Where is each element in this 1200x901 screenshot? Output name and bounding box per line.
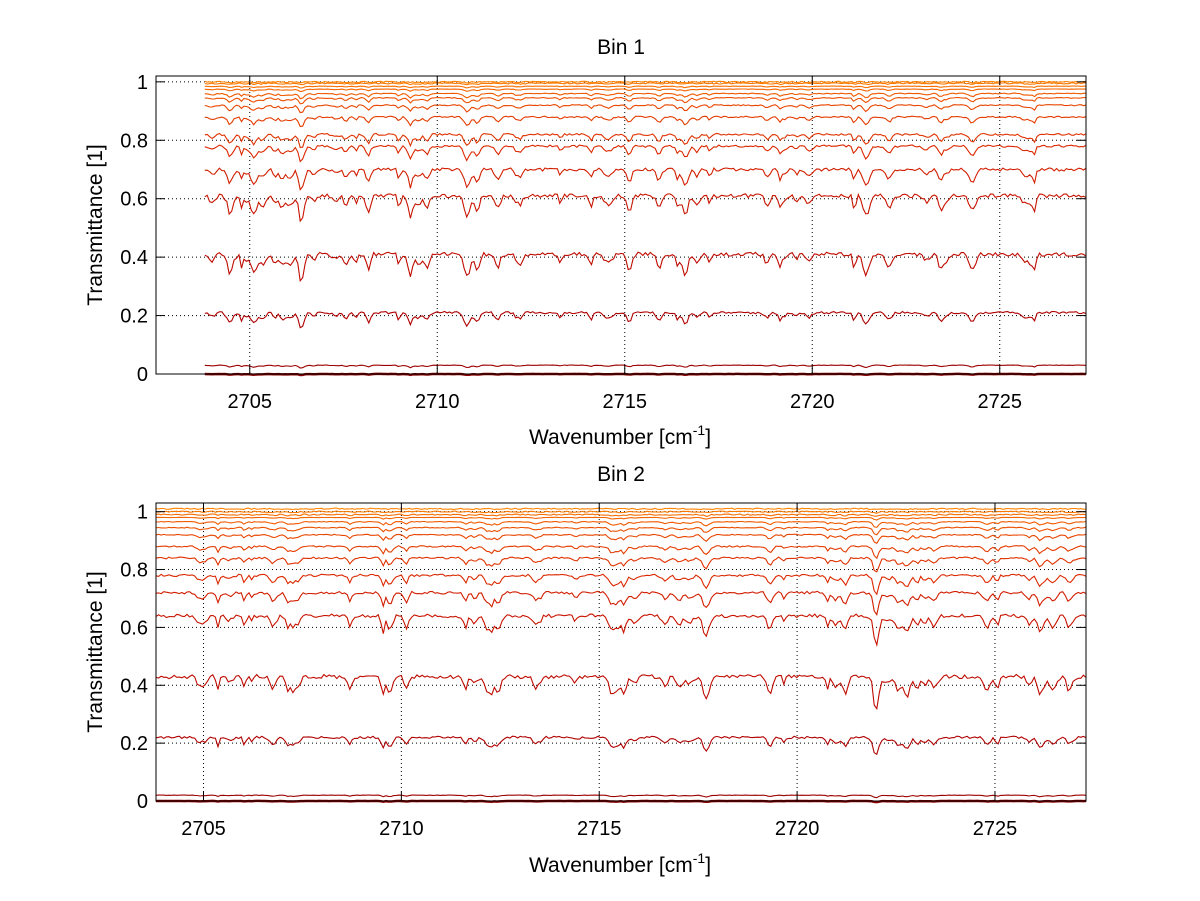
series-line — [155, 573, 1087, 596]
x-axis-label-end: ] — [705, 426, 711, 449]
series-line — [204, 88, 1087, 93]
y-tick-label: 1 — [137, 502, 148, 524]
series-line — [155, 526, 1087, 536]
series-line — [155, 590, 1087, 616]
x-tick-label: 2725 — [973, 818, 1018, 840]
y-tick-label: 0.8 — [120, 560, 148, 582]
series-line — [156, 510, 1087, 514]
series-line — [204, 96, 1087, 105]
axes-box — [155, 502, 1087, 802]
x-tick-label: 2725 — [978, 391, 1023, 413]
grid — [156, 76, 1086, 375]
series-line — [155, 613, 1087, 648]
series-line — [155, 545, 1087, 560]
y-tick-label: 0.8 — [120, 130, 148, 152]
series-line — [204, 144, 1087, 163]
x-tick-label: 2720 — [775, 818, 820, 840]
grid — [156, 503, 1086, 802]
y-tick-label: 0 — [137, 364, 148, 386]
x-tick-label: 2710 — [379, 818, 424, 840]
series-line — [155, 516, 1087, 521]
y-tick-label: 0.6 — [120, 617, 148, 639]
tick-labels: 2705 2710 2715 2720 2725 0 0.2 0.4 0.6 0.8 1 — [120, 502, 1017, 840]
chart-title: Bin 2 — [597, 463, 645, 486]
y-tick-label: 0 — [137, 791, 148, 813]
series-line — [204, 251, 1087, 283]
x-axis-label-main: Wavenumber [cm — [529, 426, 693, 449]
axes-box — [155, 75, 1087, 375]
chart-bin-1: Bin 1 2705 2710 2715 2720 2725 0 0.2 0.4 0.6 0.8 1… — [84, 36, 1087, 449]
x-axis-label-sup: -1 — [693, 850, 706, 866]
series-line — [155, 507, 1086, 511]
tick-marks — [156, 76, 1086, 375]
y-tick-label: 0.2 — [120, 733, 148, 755]
x-tick-label: 2705 — [181, 818, 226, 840]
x-tick-label: 2715 — [577, 818, 622, 840]
y-tick-label: 0.4 — [120, 675, 148, 697]
series-line — [155, 556, 1087, 573]
x-axis-label: Wavenumber [cm-1] — [529, 422, 711, 449]
tick-labels: 2705 2710 2715 2720 2725 0 0.2 0.4 0.6 0.8 1 — [120, 72, 1022, 413]
x-axis-label-end: ] — [705, 854, 711, 877]
y-tick-label: 0.6 — [120, 189, 148, 211]
series-line — [204, 85, 1086, 89]
y-axis-label: Transmittance [1] — [84, 144, 107, 305]
series-line — [155, 520, 1087, 528]
plot-lines — [204, 80, 1087, 377]
series-line — [204, 132, 1087, 149]
series-line — [155, 533, 1087, 545]
series-line — [204, 104, 1087, 114]
x-tick-label: 2720 — [790, 391, 835, 413]
tick-marks — [156, 503, 1086, 802]
series-line — [155, 673, 1087, 711]
y-tick-label: 0.2 — [120, 306, 148, 328]
y-axis-label: Transmittance [1] — [84, 571, 107, 732]
x-axis-label-sup: -1 — [693, 422, 706, 438]
series-line — [204, 92, 1087, 100]
x-axis-label-main: Wavenumber [cm — [529, 854, 693, 877]
x-tick-label: 2715 — [603, 391, 648, 413]
series-line — [204, 166, 1087, 191]
x-tick-label: 2705 — [228, 391, 273, 413]
series-line — [155, 735, 1087, 756]
y-tick-label: 0.4 — [120, 247, 148, 269]
series-line — [204, 80, 1086, 84]
chart-bin-2: Bin 2 2705 2710 2715 2720 2725 0 0.2 0.4 0.6 0.8 1… — [84, 463, 1087, 877]
series-line — [204, 192, 1087, 223]
x-axis-label: Wavenumber [cm-1] — [529, 850, 711, 877]
series-line — [204, 82, 1087, 86]
series-line — [204, 364, 1087, 369]
series-line — [155, 513, 1087, 517]
y-tick-label: 1 — [137, 72, 148, 94]
chart-title: Bin 1 — [597, 36, 645, 59]
series-line — [204, 310, 1087, 329]
x-tick-label: 2710 — [415, 391, 460, 413]
series-line — [155, 794, 1087, 799]
series-line — [204, 115, 1087, 128]
plot-lines — [155, 507, 1087, 804]
